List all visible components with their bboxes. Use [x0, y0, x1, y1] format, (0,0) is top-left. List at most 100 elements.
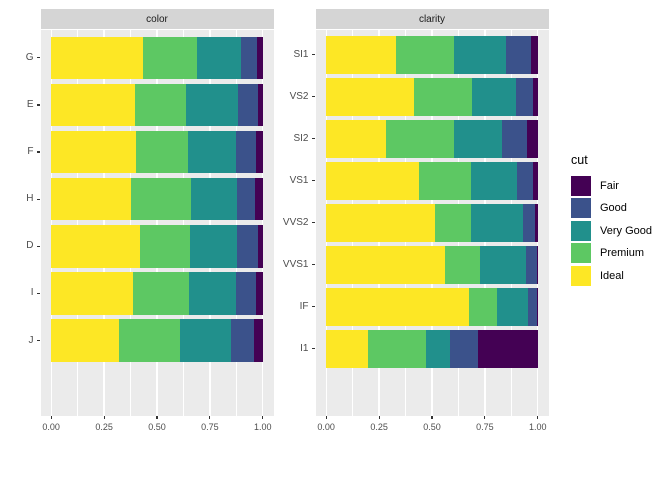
bar-row-vvs1: [326, 245, 538, 284]
bar-segment-ideal: [51, 272, 133, 315]
x-axis-tick: [537, 416, 539, 419]
y-axis-tick: [312, 180, 316, 182]
y-axis-tick: [312, 138, 316, 140]
bar-segment-ideal: [326, 203, 435, 242]
bar-row-vs1: [326, 161, 538, 200]
bar-segment-fair: [531, 35, 538, 74]
bar-segment-fair: [257, 225, 263, 268]
bar-segment-premium: [386, 119, 454, 158]
facet-strip-clarity: clarity: [315, 8, 549, 30]
bar-row-si1: [326, 35, 538, 74]
bar-row-vvs2: [326, 203, 538, 242]
bar-segment-good: [235, 130, 256, 174]
legend-entry-very-good: Very Good: [571, 220, 652, 241]
y-axis-tick: [312, 222, 316, 224]
y-axis-label-i: I: [30, 287, 34, 299]
bar-segment-ideal: [51, 83, 136, 127]
bar-segment-fair: [527, 119, 538, 158]
legend-label-very-good: Very Good: [600, 224, 652, 237]
bar-segment-good: [528, 287, 537, 326]
y-axis-tick: [312, 96, 316, 98]
bar-segment-good: [236, 225, 258, 268]
panel-color: [40, 29, 274, 416]
bar-segment-premium: [413, 77, 472, 116]
bar-segment-ideal: [326, 119, 387, 158]
bar-row-d: [51, 225, 263, 268]
bar-row-h: [51, 177, 263, 221]
bar-segment-fair: [257, 83, 263, 127]
facet-strip-title-clarity: clarity: [418, 13, 446, 25]
x-axis-tick-label: 0.00: [317, 422, 335, 432]
y-axis-label-vvs1: VVS1: [282, 258, 309, 270]
bar-segment-very-good: [179, 319, 231, 362]
bar-segment-very-good: [470, 161, 517, 200]
bar-segment-good: [235, 272, 256, 315]
bar-row-g: [51, 36, 263, 79]
y-axis-label-vs1: VS1: [289, 174, 309, 186]
x-axis-tick-label: 0.00: [42, 422, 60, 432]
y-axis-label-h: H: [26, 193, 34, 205]
facet-strip-title-color: color: [146, 13, 168, 25]
bar-segment-ideal: [326, 35, 396, 74]
bar-segment-premium: [118, 319, 180, 362]
legend-label-fair: Fair: [600, 180, 619, 192]
y-axis-label-i1: I1: [300, 342, 309, 354]
y-axis-label-if: IF: [299, 300, 309, 312]
bar-segment-very-good: [453, 119, 503, 158]
bar-segment-fair: [533, 77, 538, 116]
gridline-major: [103, 29, 105, 416]
bar-segment-good: [516, 77, 534, 116]
bar-segment-premium: [139, 225, 190, 268]
bar-segment-good: [230, 319, 254, 362]
y-axis-tick: [312, 306, 316, 308]
bar-segment-good: [502, 119, 527, 158]
x-axis-tick: [103, 416, 105, 419]
bar-segment-fair: [533, 161, 538, 200]
bar-segment-good: [522, 203, 535, 242]
gridline-minor: [130, 29, 132, 416]
x-axis-tick-label: 1.00: [254, 422, 272, 432]
bar-segment-very-good: [190, 177, 238, 221]
bar-segment-premium: [136, 130, 188, 174]
bar-segment-good: [237, 83, 258, 127]
x-axis-tick-label: 1.00: [529, 422, 547, 432]
x-axis-tick-label: 0.75: [476, 422, 494, 432]
y-axis-label-j: J: [28, 334, 34, 346]
bar-segment-premium: [395, 35, 454, 74]
gridline-minor: [77, 29, 79, 416]
bar-segment-very-good: [188, 272, 236, 315]
y-axis-label-f: F: [27, 146, 34, 158]
legend-swatch-good: [571, 198, 591, 219]
x-axis-tick-label: 0.75: [201, 422, 219, 432]
bar-segment-premium: [142, 36, 198, 79]
y-axis-label-d: D: [26, 240, 34, 252]
y-axis-tick: [312, 348, 316, 350]
legend-swatch-very-good: [571, 220, 591, 241]
y-axis-label-si2: SI2: [293, 132, 309, 144]
bar-segment-ideal: [51, 225, 140, 268]
bar-segment-very-good: [187, 130, 236, 174]
y-axis-tick: [37, 104, 41, 106]
bar-segment-ideal: [51, 177, 131, 221]
bar-segment-very-good: [480, 245, 526, 284]
x-axis-tick: [209, 416, 211, 419]
legend-swatch-fair: [571, 176, 591, 196]
legend-label-good: Good: [600, 202, 627, 215]
y-axis-tick: [37, 57, 41, 59]
bar-segment-premium: [444, 245, 481, 284]
x-axis-tick: [325, 416, 327, 419]
gridline-minor: [183, 29, 184, 416]
x-axis-tick-label: 0.25: [370, 422, 388, 432]
bar-row-i1: [326, 329, 538, 368]
bar-segment-fair: [536, 245, 538, 284]
bar-segment-ideal: [326, 245, 445, 284]
gridline-major: [50, 29, 52, 416]
x-axis-tick: [378, 416, 380, 419]
bar-segment-fair: [255, 177, 263, 221]
x-axis-tick: [431, 416, 433, 419]
y-axis-tick: [37, 151, 41, 153]
bar-row-j: [51, 319, 263, 362]
legend-entry-ideal: Ideal: [571, 265, 652, 286]
y-axis-label-si1: SI1: [293, 48, 309, 60]
legend-entry-premium: Premium: [571, 243, 652, 264]
